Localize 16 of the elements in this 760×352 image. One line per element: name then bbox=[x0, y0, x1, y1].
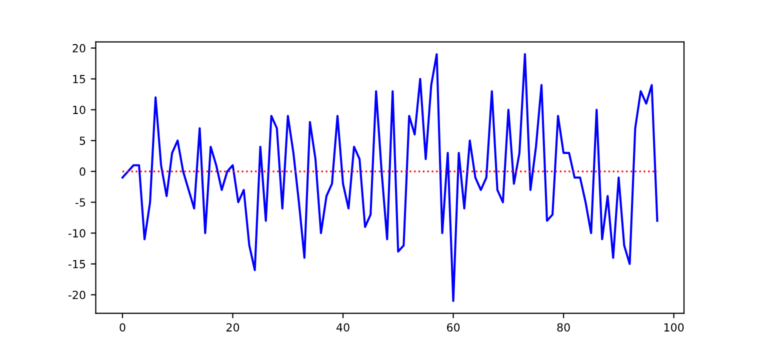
y-tick-label: -10 bbox=[68, 229, 86, 238]
y-tick-label: -20 bbox=[68, 290, 86, 300]
y-tick-label: -15 bbox=[68, 260, 86, 268]
x-tick-label: 0 bbox=[120, 323, 126, 332]
y-tick-label: 5 bbox=[80, 136, 86, 145]
x-tick-label: 60 bbox=[446, 323, 460, 332]
x-tick-label: 20 bbox=[226, 323, 240, 332]
y-tick-label: 0 bbox=[80, 167, 86, 176]
x-tick-label: 100 bbox=[664, 323, 684, 332]
y-tick-label: 10 bbox=[73, 106, 86, 114]
line-series bbox=[121, 53, 658, 302]
y-tick-label: 15 bbox=[73, 75, 86, 84]
x-tick-label: 80 bbox=[557, 323, 570, 332]
y-tick-label: -5 bbox=[76, 198, 86, 207]
y-tick-label: 20 bbox=[72, 44, 86, 52]
x-tick-label: 40 bbox=[336, 323, 350, 332]
